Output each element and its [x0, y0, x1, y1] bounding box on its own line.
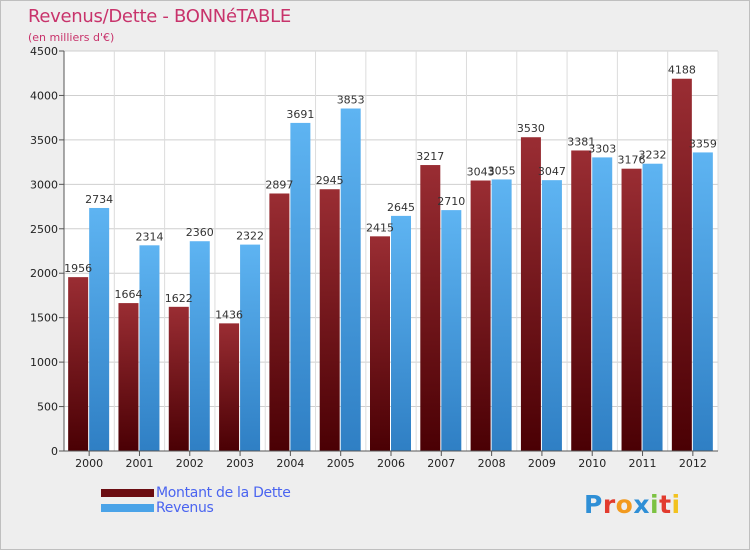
data-label-debt: 3381	[567, 135, 595, 148]
data-label-debt: 3176	[618, 154, 646, 167]
bar-revenue	[391, 215, 411, 451]
chart-title: Revenus/Dette - BONNéTABLE	[28, 6, 291, 27]
bar-debt	[470, 180, 491, 451]
x-tick-label: 2000	[75, 457, 103, 470]
data-label-revenue: 2710	[437, 195, 465, 208]
bar-revenue	[592, 157, 613, 451]
data-label-debt: 1956	[64, 262, 92, 275]
bar-debt	[219, 323, 240, 451]
data-label-revenue: 3232	[639, 149, 667, 162]
bar-debt	[168, 306, 189, 451]
data-label-debt: 2897	[265, 178, 293, 191]
x-tick-label: 2001	[125, 457, 153, 470]
x-tick-label: 2010	[578, 457, 606, 470]
x-tick-label: 2012	[679, 457, 707, 470]
y-tick-label: 500	[37, 401, 58, 414]
x-tick-label: 2011	[629, 457, 657, 470]
bar-revenue	[189, 241, 210, 451]
bar-debt	[520, 137, 541, 451]
bar-debt	[68, 277, 89, 451]
data-label-revenue: 3853	[337, 94, 365, 107]
y-tick-label: 0	[51, 445, 58, 458]
legend-swatch-revenue	[101, 504, 154, 512]
data-label-debt: 2415	[366, 221, 394, 234]
bar-debt	[370, 236, 390, 451]
bar-revenue	[642, 163, 663, 451]
bar-debt	[319, 189, 340, 451]
logo-letter: x	[633, 490, 650, 519]
chart-subtitle: (en milliers d'€)	[28, 31, 115, 44]
x-tick-label: 2007	[427, 457, 455, 470]
x-tick-label: 2008	[478, 457, 506, 470]
y-tick-label: 4000	[30, 89, 58, 102]
bar-debt	[671, 78, 692, 451]
logo-letter: P	[584, 490, 603, 519]
y-tick-label: 2500	[30, 223, 58, 236]
bar-debt	[621, 168, 642, 451]
data-label-debt: 1622	[165, 292, 193, 305]
bar-revenue	[441, 210, 462, 451]
bar-debt	[269, 193, 290, 451]
bar-revenue	[290, 122, 311, 452]
bar-debt	[118, 303, 139, 451]
bar-revenue	[89, 207, 110, 451]
y-tick-label: 1000	[30, 356, 58, 369]
x-tick-label: 2002	[176, 457, 204, 470]
data-label-revenue: 3303	[588, 142, 616, 155]
data-label-revenue: 3691	[286, 108, 314, 121]
legend-label-revenue: Revenus	[156, 500, 214, 516]
data-label-debt: 1436	[215, 308, 243, 321]
data-label-debt: 2945	[316, 174, 344, 187]
y-tick-label: 3500	[30, 134, 58, 147]
bar-revenue	[139, 245, 160, 451]
y-tick-label: 1500	[30, 312, 58, 325]
data-label-revenue: 2314	[135, 230, 163, 243]
data-label-debt: 3530	[517, 122, 545, 135]
bar-revenue	[491, 179, 512, 451]
y-tick-label: 3000	[30, 178, 58, 191]
bar-revenue	[240, 244, 261, 451]
bar-debt	[571, 150, 592, 451]
bar-revenue	[541, 180, 562, 451]
data-label-revenue: 2322	[236, 230, 264, 243]
x-tick-label: 2009	[528, 457, 556, 470]
y-tick-label: 4500	[30, 45, 58, 58]
x-tick-label: 2005	[327, 457, 355, 470]
data-label-revenue: 3359	[689, 137, 717, 150]
legend-label-debt: Montant de la Dette	[156, 485, 291, 501]
logo-letter: o	[615, 490, 634, 519]
data-label-revenue: 3055	[488, 164, 516, 177]
bar-debt	[420, 165, 441, 452]
x-tick-label: 2006	[377, 457, 405, 470]
y-tick-label: 2000	[30, 267, 58, 280]
logo-letter: i	[671, 490, 681, 519]
data-label-debt: 1664	[114, 288, 142, 301]
data-label-revenue: 2645	[387, 201, 415, 214]
logo-letter: r	[602, 490, 616, 519]
x-tick-label: 2003	[226, 457, 254, 470]
data-label-revenue: 2360	[186, 226, 214, 239]
x-tick-label: 2004	[276, 457, 304, 470]
data-label-revenue: 2734	[85, 193, 113, 206]
legend-swatch-debt	[101, 489, 154, 497]
logo-letter: i	[650, 490, 660, 519]
data-label-debt: 3217	[416, 150, 444, 163]
logo-letter: t	[659, 490, 672, 519]
data-label-revenue: 3047	[538, 165, 566, 178]
proxiti-logo: Proxiti	[584, 490, 681, 519]
data-label-debt: 3043	[467, 166, 495, 179]
data-label-debt: 4188	[668, 64, 696, 77]
bar-revenue	[692, 152, 713, 451]
bar-revenue	[340, 108, 361, 451]
